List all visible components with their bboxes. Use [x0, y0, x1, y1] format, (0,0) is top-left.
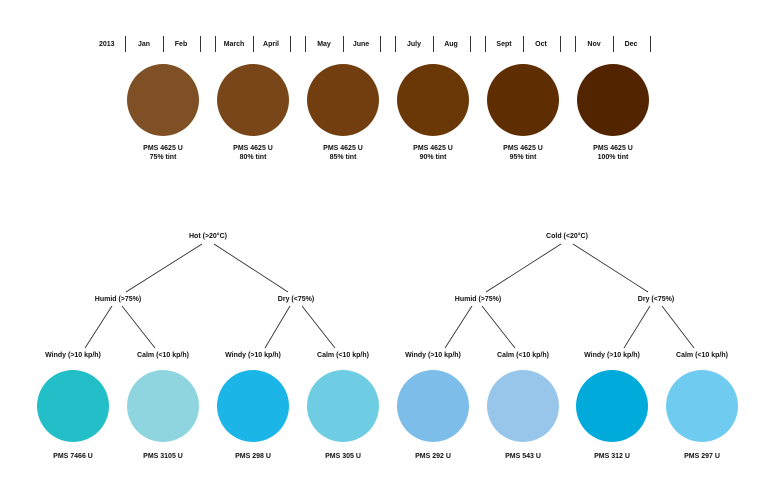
tree-connector [572, 243, 649, 293]
month-divider [215, 36, 216, 52]
month-divider [125, 36, 126, 52]
swatch-pms-label: PMS 4625 U [233, 145, 273, 152]
blue-swatch-circle [576, 370, 648, 442]
month-label: Sept [496, 41, 512, 48]
swatch-tint-label: 90% tint [419, 154, 447, 161]
brown-swatch-circle [217, 64, 289, 136]
tree-connector [661, 305, 695, 349]
tree-leaf-label: Calm (<10 kp/h) [497, 352, 549, 359]
swatch-pms-label: PMS 4625 U [413, 145, 453, 152]
tree-dry-label: Dry (<75%) [277, 296, 315, 303]
month-divider [433, 36, 434, 52]
month-label: Nov [587, 41, 601, 48]
tree-connector [444, 305, 473, 349]
month-label: June [352, 41, 370, 48]
blue-swatch-circle [487, 370, 559, 442]
tree-connector [213, 243, 289, 293]
month-divider [470, 36, 471, 52]
brown-swatch-circle [397, 64, 469, 136]
swatch-pms-label: PMS 4625 U [593, 145, 633, 152]
month-label: Aug [444, 41, 458, 48]
blue-swatch-circle [127, 370, 199, 442]
tree-connector [264, 305, 291, 349]
tree-connector [623, 305, 651, 349]
blue-swatch-circle [217, 370, 289, 442]
month-label: Feb [174, 41, 188, 48]
month-divider [380, 36, 381, 52]
swatch-tint-label: 80% tint [239, 154, 267, 161]
swatch-tint-label: 75% tint [149, 154, 177, 161]
month-label: Dec [624, 41, 638, 48]
month-divider [163, 36, 164, 52]
swatch-pms-label: PMS 297 U [684, 453, 720, 460]
tree-connector [125, 243, 203, 293]
tree-connector [84, 305, 113, 349]
month-divider [650, 36, 651, 52]
brown-swatch-circle [307, 64, 379, 136]
blue-swatch-circle [666, 370, 738, 442]
tree-humid-label: Humid (>75%) [454, 296, 502, 303]
swatch-tint-label: 100% tint [597, 154, 629, 161]
swatch-pms-label: PMS 298 U [235, 453, 271, 460]
swatch-pms-label: PMS 3105 U [143, 453, 183, 460]
blue-swatch-circle [397, 370, 469, 442]
month-label: Jan [137, 41, 151, 48]
tree-leaf-label: Windy (>10 kp/h) [584, 352, 640, 359]
month-divider [343, 36, 344, 52]
month-divider [523, 36, 524, 52]
tree-connector [121, 305, 156, 349]
tree-connector [485, 243, 562, 293]
month-divider [613, 36, 614, 52]
month-label: Oct [535, 41, 547, 48]
month-divider [575, 36, 576, 52]
month-divider [253, 36, 254, 52]
tree-leaf-label: Calm (<10 kp/h) [317, 352, 369, 359]
swatch-pms-label: PMS 4625 U [503, 145, 543, 152]
swatch-pms-label: PMS 4625 U [143, 145, 183, 152]
tree-humid-label: Humid (>75%) [94, 296, 142, 303]
tree-leaf-label: Calm (<10 kp/h) [676, 352, 728, 359]
month-label: July [406, 41, 422, 48]
month-divider [560, 36, 561, 52]
swatch-pms-label: PMS 4625 U [323, 145, 363, 152]
tree-dry-label: Dry (<75%) [637, 296, 675, 303]
month-label: April [263, 41, 279, 48]
swatch-pms-label: PMS 543 U [505, 453, 541, 460]
month-divider [200, 36, 201, 52]
swatch-pms-label: PMS 305 U [325, 453, 361, 460]
month-label: May [317, 41, 331, 48]
brown-swatch-circle [487, 64, 559, 136]
blue-swatch-circle [307, 370, 379, 442]
tree-root-label: Hot (>20°C) [189, 233, 227, 240]
tree-leaf-label: Windy (>10 kp/h) [45, 352, 101, 359]
month-label: March [223, 41, 245, 48]
tree-root-label: Cold (<20°C) [546, 233, 588, 240]
swatch-pms-label: PMS 7466 U [53, 453, 93, 460]
brown-swatch-circle [127, 64, 199, 136]
swatch-pms-label: PMS 292 U [415, 453, 451, 460]
tree-leaf-label: Windy (>10 kp/h) [405, 352, 461, 359]
month-divider [290, 36, 291, 52]
tree-connector [301, 305, 336, 349]
month-divider [395, 36, 396, 52]
year-label: 2013 [99, 41, 115, 48]
month-divider [305, 36, 306, 52]
swatch-pms-label: PMS 312 U [594, 453, 630, 460]
tree-connector [481, 305, 516, 349]
blue-swatch-circle [37, 370, 109, 442]
month-divider [485, 36, 486, 52]
tree-leaf-label: Windy (>10 kp/h) [225, 352, 281, 359]
tree-leaf-label: Calm (<10 kp/h) [137, 352, 189, 359]
swatch-tint-label: 85% tint [329, 154, 357, 161]
swatch-tint-label: 95% tint [509, 154, 537, 161]
brown-swatch-circle [577, 64, 649, 136]
